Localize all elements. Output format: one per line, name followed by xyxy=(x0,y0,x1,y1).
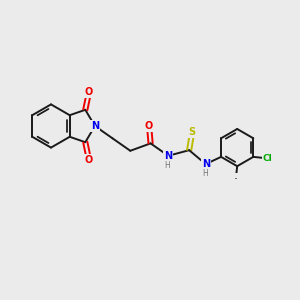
Text: O: O xyxy=(85,154,93,165)
Text: ·: · xyxy=(234,173,238,186)
Text: O: O xyxy=(85,87,93,98)
Text: H: H xyxy=(202,169,208,178)
Text: O: O xyxy=(145,121,153,131)
Text: S: S xyxy=(189,127,196,137)
Text: Cl: Cl xyxy=(263,154,273,163)
Text: N: N xyxy=(164,151,172,161)
Text: N: N xyxy=(91,121,99,131)
Text: H: H xyxy=(164,161,170,170)
Text: N: N xyxy=(202,159,210,169)
